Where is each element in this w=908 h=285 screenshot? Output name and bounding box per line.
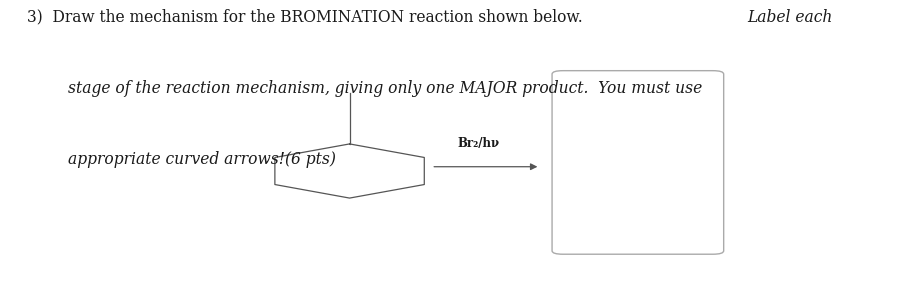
- Text: appropriate curved arrows!(6 pts): appropriate curved arrows!(6 pts): [68, 151, 336, 168]
- Text: stage of the reaction mechanism, giving only one MAJOR product.  You must use: stage of the reaction mechanism, giving …: [68, 80, 703, 97]
- Text: Br₂/hν: Br₂/hν: [458, 137, 499, 150]
- Text: 3)  Draw the mechanism for the BROMINATION reaction shown below.: 3) Draw the mechanism for the BROMINATIO…: [27, 9, 587, 26]
- Text: Label each: Label each: [747, 9, 833, 26]
